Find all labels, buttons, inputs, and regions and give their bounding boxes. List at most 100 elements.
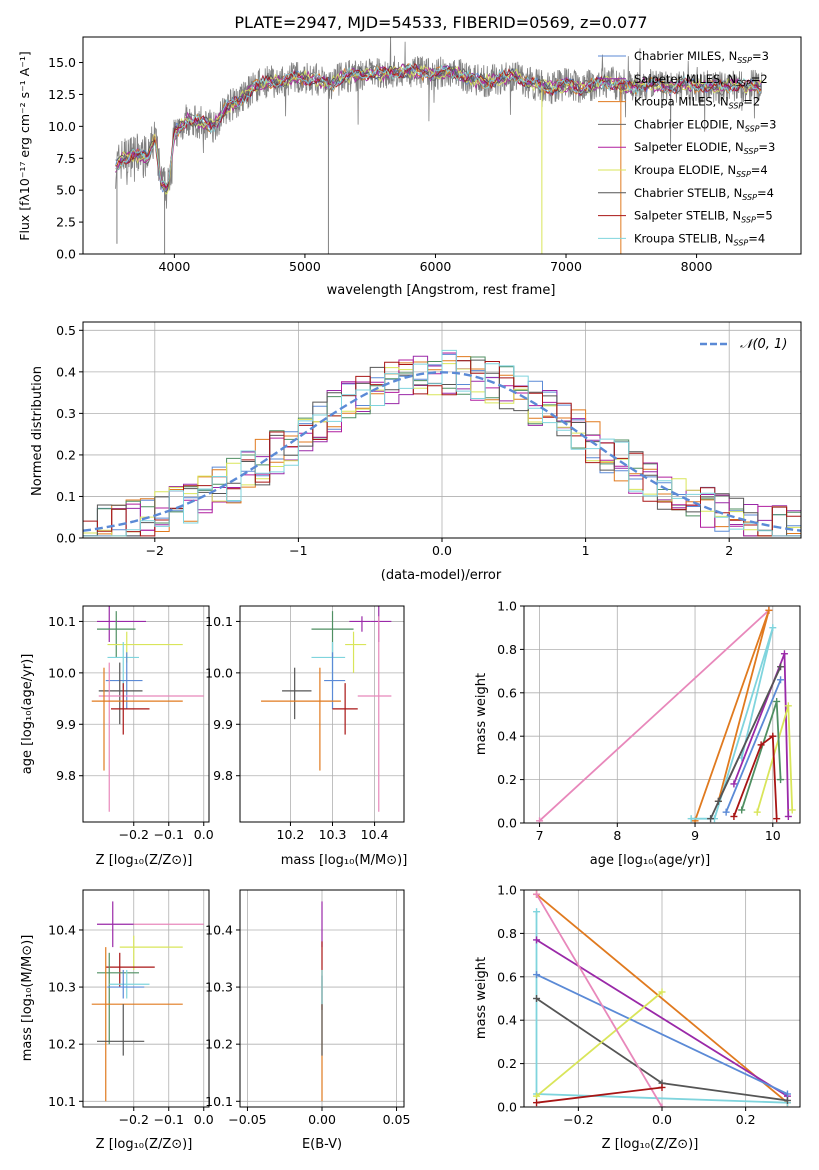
age-vs-mass-ytick-label: 10.1 (205, 614, 233, 629)
residuals-xtick-label: 0.0 (432, 543, 452, 558)
mass-vs-z-ytick-label: 10.1 (48, 1094, 76, 1109)
legend-label-sub: SSP (729, 102, 744, 111)
spectrum-ytick-label: 0.0 (56, 247, 76, 262)
weight-vs-age-ytick-label: 0.6 (497, 685, 517, 700)
residuals-ylabel: Normed distribution (30, 366, 45, 496)
legend-label: Chabrier MILES, NSSP=3 (634, 49, 769, 65)
mass-vs-ebv-ytick-label: 10.1 (205, 1094, 233, 1109)
weight-vs-age-ytick-label: 1.0 (497, 599, 517, 614)
legend-label-sub: SSP (745, 124, 760, 133)
spectrum-axes: 4000 5000 6000 7000 8000 0.0 2.5 5.0 7.5 10.0 12.5… (17, 36, 802, 274)
agez-xlabel: Z [log₁₀(Z/Z⊙)] (96, 853, 193, 868)
agez-ylabel: age [log₁₀(age/yr)] (20, 654, 35, 775)
axes-frame (82, 605, 210, 823)
age-vs-mass-ytick-label: 9.9 (213, 717, 233, 732)
legend-label-tail: =4 (757, 186, 774, 200)
legend-label-tail: =2 (751, 72, 768, 86)
legend-label-main: Kroupa MILES, N (634, 95, 729, 109)
massz-xlabel: Z [log₁₀(Z/Z⊙)] (96, 1137, 193, 1152)
legend-label-main: Salpeter ELODIE, N (634, 140, 744, 154)
spectrum-ytick-label: 10.0 (48, 119, 76, 134)
histogram-series (83, 360, 801, 537)
weight-vs-z-ytick-label: 0.0 (497, 1100, 517, 1115)
mass-vs-z-xtick-label: −0.2 (119, 1112, 149, 1127)
legend-label-tail: =3 (758, 140, 775, 154)
residuals-xlabel: (data-model)/error (381, 568, 502, 583)
age-vs-z-xtick-label: −0.1 (154, 827, 184, 842)
legend-label-main: Kroupa STELIB, N (634, 231, 734, 245)
legend-label-tail: =3 (752, 49, 769, 63)
weight-vs-z-xtick-label: 0.2 (736, 1112, 756, 1127)
legend-label: Kroupa MILES, NSSP=2 (634, 95, 760, 111)
legend-label-sub: SSP (734, 238, 749, 247)
weightz-xlabel: Z [log₁₀(Z/Z⊙)] (602, 1137, 699, 1152)
spectrum-model-line (115, 62, 762, 189)
spectrum-title: PLATE=2947, MJD=54533, FIBERID=0569, z=0… (234, 13, 647, 32)
spectrum-xtick-label: 8000 (681, 259, 713, 274)
weight-vs-age-lines (536, 606, 796, 823)
age-vs-mass-xtick-label: 10.4 (361, 827, 389, 842)
legend-label-main: Salpeter STELIB, N (634, 209, 741, 223)
spectrum-xlabel: wavelength [Angstrom, rest frame] (327, 283, 556, 298)
weight-line (725, 679, 782, 813)
age-vs-z-xtick-label: −0.2 (119, 827, 149, 842)
spectrum-xtick-label: 5000 (289, 259, 321, 274)
residuals-axes: −2 −1 0.0 1 2 0.0 0.1 0.2 0.3 0.4 0.5 (56, 321, 802, 558)
mass-vs-ebv-xtick-label: 0.00 (308, 1112, 336, 1127)
residuals-legend-label: 𝒩(0, 1) (740, 337, 787, 352)
weight-line (538, 609, 770, 822)
mass-vs-z-xtick-label: 0.0 (194, 1112, 214, 1127)
legend-label-sub: SSP (736, 79, 751, 88)
weight-vs-age-ytick-label: 0.0 (497, 816, 517, 831)
legend-label-sub: SSP (744, 147, 759, 156)
mass-vs-ebv-xtick-label: −0.05 (228, 1112, 266, 1127)
axes-frame (82, 321, 802, 539)
age-vs-z-xtick-label: 0.0 (194, 827, 214, 842)
weight-line (535, 893, 789, 1104)
legend-label: Kroupa STELIB, NSSP=4 (634, 231, 765, 247)
residuals-xtick-label: −1 (289, 543, 307, 558)
residuals-ytick-label: 0.3 (56, 406, 76, 421)
spectrum-xtick-label: 7000 (550, 259, 582, 274)
residuals-xtick-label: 2 (725, 543, 733, 558)
axes-frame (239, 605, 405, 823)
legend-label: Chabrier STELIB, NSSP=4 (634, 186, 774, 202)
weight-vs-age-ytick-label: 0.4 (497, 729, 517, 744)
weight-vs-age-ytick-label: 0.2 (497, 772, 517, 787)
legend-label-main: Chabrier MILES, N (634, 49, 737, 63)
age-vs-z-ytick-label: 10.1 (48, 614, 76, 629)
residuals-ytick-label: 0.5 (56, 323, 76, 338)
weight-vs-z-ytick-label: 0.2 (497, 1056, 517, 1071)
spectrum-ylabel: Flux [fλ10⁻¹⁷ erg cm⁻² s⁻¹ A⁻¹] (17, 51, 32, 240)
legend-label-tail: =4 (748, 231, 765, 245)
legend-label-main: Salpeter MILES, N (634, 72, 736, 86)
axes-frame (239, 889, 405, 1108)
weight-vs-z-ytick-label: 0.4 (497, 1013, 517, 1028)
legend-label: Kroupa ELODIE, NSSP=4 (634, 163, 768, 179)
residuals-ytick-label: 0.4 (56, 364, 76, 379)
weight-line (536, 973, 788, 1095)
residuals-ytick-label: 0.1 (56, 489, 76, 504)
mass-vs-ebv-ytick-label: 10.4 (205, 922, 233, 937)
mass-vs-ebv-ytick-label: 10.3 (205, 980, 233, 995)
axes-frame (523, 605, 801, 824)
weightz-ylabel: mass weight (474, 957, 489, 1039)
legend-label: Salpeter MILES, NSSP=2 (634, 72, 768, 88)
weight-line (536, 1086, 663, 1104)
legend-label-sub: SSP (741, 216, 756, 225)
legend-label: Salpeter STELIB, NSSP=5 (634, 209, 773, 225)
residuals-xtick-label: −2 (146, 543, 164, 558)
spectrum-ytick-label: 12.5 (48, 87, 76, 102)
spectrum-model-line (115, 62, 762, 186)
spectrum-lines (115, 37, 763, 254)
legend-label: Salpeter ELODIE, NSSP=3 (634, 140, 775, 156)
weight-line (733, 734, 778, 819)
weight-vs-z-ytick-label: 1.0 (497, 883, 517, 898)
weight-vs-age-xtick-label: 7 (536, 828, 544, 843)
massz-ylabel: mass [log₁₀(M/M⊙)] (20, 935, 35, 1062)
age-vs-z-ytick-label: 9.9 (56, 717, 76, 732)
legend-label-tail: =2 (743, 95, 760, 109)
weight-line (535, 991, 663, 1097)
